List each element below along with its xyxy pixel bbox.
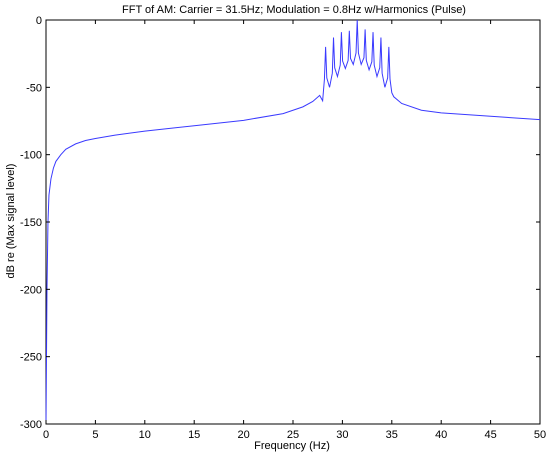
y-tick-label: -250 [20, 352, 42, 364]
y-tick-label: -150 [20, 217, 42, 229]
chart-title: FFT of AM: Carrier = 31.5Hz; Modulation … [122, 4, 466, 16]
x-axis-label: Frequency (Hz) [254, 440, 330, 452]
x-axis: 0 5 10 15 20 25 30 35 40 45 50 [43, 20, 546, 441]
x-tick-label: 25 [287, 429, 299, 441]
x-tick-label: 30 [336, 429, 348, 441]
x-tick-label: 45 [484, 429, 496, 441]
series-line [45, 19, 541, 425]
x-tick-label: 10 [139, 429, 151, 441]
y-tick-label: 0 [36, 15, 42, 27]
y-tick-label: -100 [20, 150, 42, 162]
y-tick-label: -300 [20, 419, 42, 431]
x-tick-label: 40 [435, 429, 447, 441]
x-tick-label: 15 [188, 429, 200, 441]
x-tick-label: 50 [534, 429, 546, 441]
x-tick-label: 35 [386, 429, 398, 441]
y-axis: 0 -50 -100 -150 -200 -250 -300 [20, 15, 540, 431]
plot-frame [45, 19, 541, 425]
y-tick-label: -200 [20, 284, 42, 296]
plot-area [45, 19, 541, 425]
x-tick-label: 5 [92, 429, 98, 441]
x-tick-label: 0 [43, 429, 49, 441]
y-axis-label: dB re (Max signal level) [5, 164, 17, 279]
y-tick-label: -50 [26, 82, 42, 94]
x-tick-label: 20 [237, 429, 249, 441]
